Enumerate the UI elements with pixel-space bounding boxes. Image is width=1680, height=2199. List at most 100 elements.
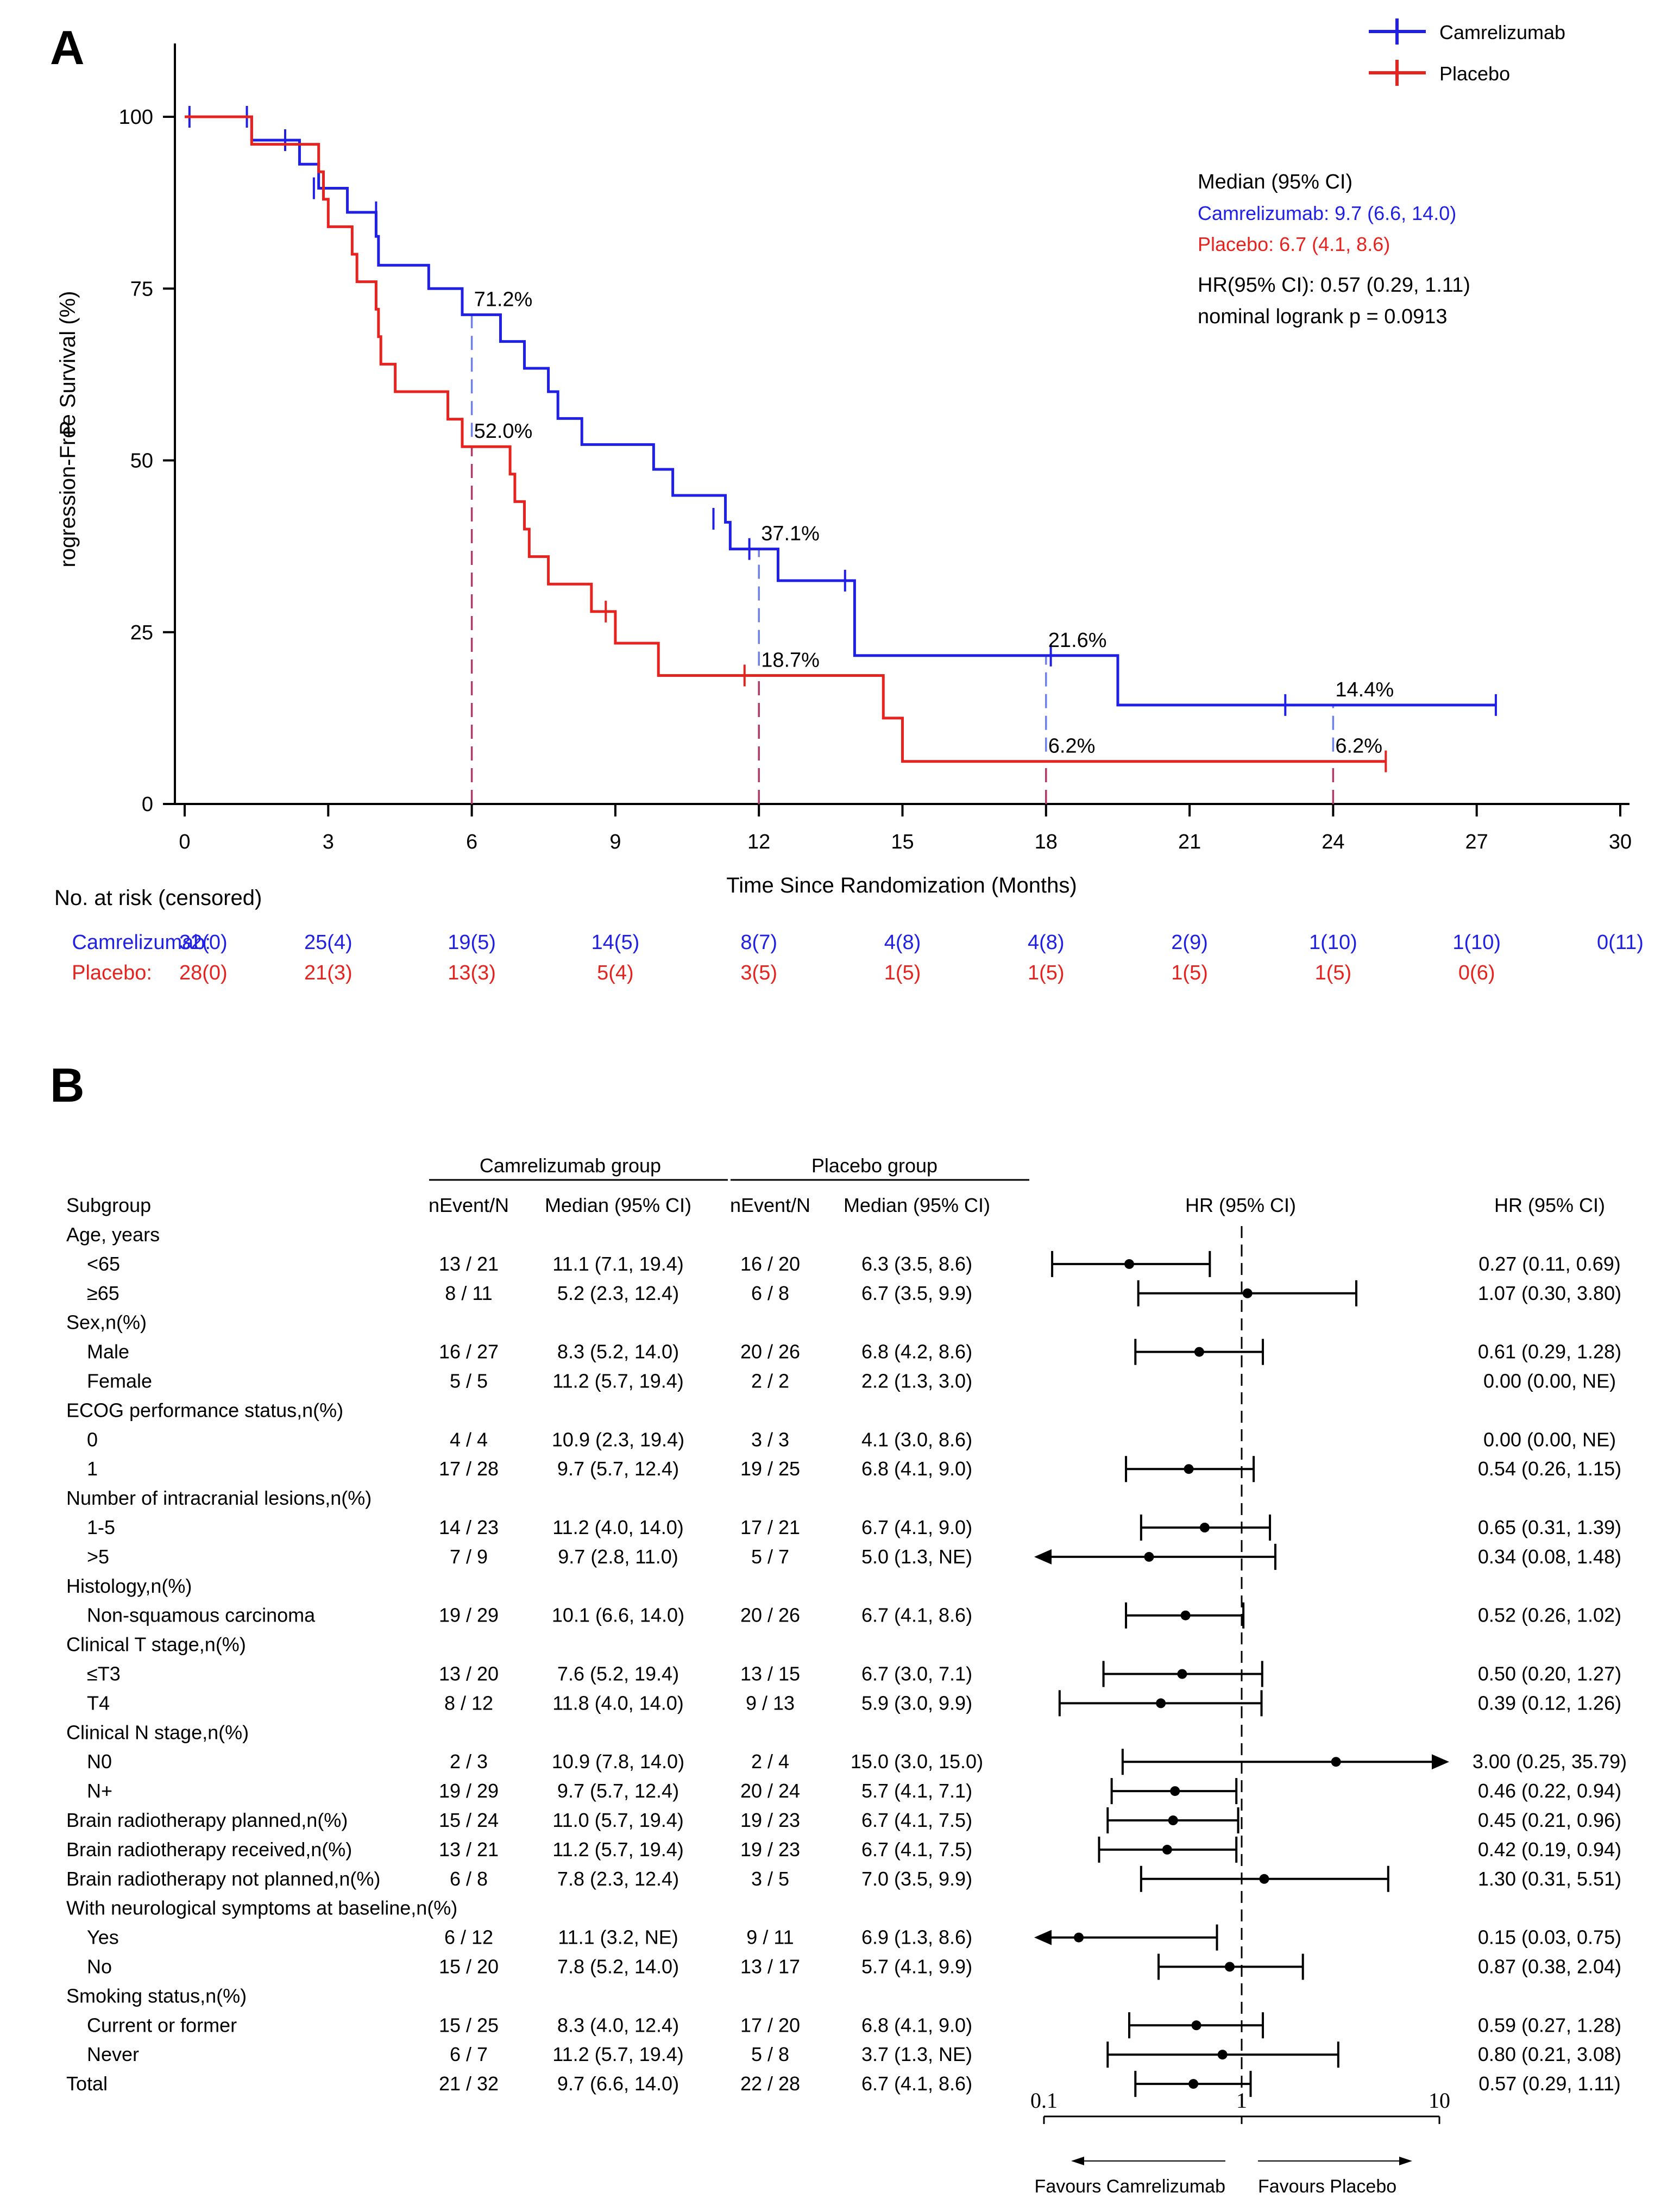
cam-nevent-cell: 19 / 29	[439, 1604, 499, 1626]
hr-point	[1194, 1347, 1204, 1357]
km-x-tick-label: 18	[1035, 831, 1058, 853]
forest-x-tick-label: 10	[1429, 2088, 1450, 2113]
pla-median-cell: 6.7 (3.5, 9.9)	[861, 1282, 972, 1304]
legend-placebo: Placebo	[1369, 60, 1510, 86]
km-x-tick-label: 21	[1178, 831, 1201, 853]
landmark-label-placebo: 6.2%	[1048, 735, 1096, 758]
col-cam-nevent: nEvent/N	[429, 1194, 509, 1216]
cam-nevent-cell: 15 / 25	[439, 2014, 499, 2036]
subgroup-label: ≤T3	[87, 1663, 121, 1685]
forest-rows: Age, years<65 13 / 21 11.1 (7.1, 19.4) 16 /…	[66, 1223, 1627, 2095]
cam-nevent-cell: 2 / 3	[450, 1750, 488, 1773]
km-x-tick-label: 30	[1609, 831, 1632, 853]
favours-camrelizumab-label: Favours Camrelizumab	[1035, 2176, 1225, 2197]
cam-median-cell: 8.3 (4.0, 12.4)	[557, 2014, 679, 2036]
logrank-p-text: nominal logrank p = 0.0913	[1198, 305, 1448, 328]
subgroup-label: <65	[87, 1253, 120, 1275]
at-risk-value-camrelizumab: 8(7)	[740, 931, 777, 954]
km-y-tick-label: 0	[142, 793, 153, 816]
cam-nevent-cell: 15 / 20	[439, 1956, 499, 1978]
hr-point	[1217, 2050, 1228, 2060]
hr-point	[1199, 1523, 1210, 1532]
subgroup-header: ECOG performance status,n(%)	[66, 1399, 343, 1421]
km-x-tick-label: 0	[179, 831, 190, 853]
cam-nevent-cell: 13 / 21	[439, 1838, 499, 1861]
hr-text-cell: 0.87 (0.38, 2.04)	[1478, 1956, 1621, 1978]
hr-point	[1184, 1464, 1194, 1474]
cam-median-cell: 9.7 (2.8, 11.0)	[558, 1545, 678, 1568]
col-hr-text: HR (95% CI)	[1494, 1194, 1605, 1216]
km-y-tick-label: 25	[130, 621, 153, 644]
cam-median-cell: 11.2 (5.7, 19.4)	[552, 1370, 684, 1392]
hazard-ratio-text: HR(95% CI): 0.57 (0.29, 1.11)	[1198, 274, 1470, 297]
favours-right-arrowhead	[1399, 2157, 1412, 2165]
at-risk-value-placebo: 1(5)	[884, 962, 921, 984]
hr-text-cell: 0.61 (0.29, 1.28)	[1478, 1341, 1621, 1363]
pla-median-cell: 6.7 (4.1, 8.6)	[861, 2072, 972, 2095]
cam-median-cell: 10.9 (7.8, 14.0)	[552, 1750, 684, 1773]
forest-x-tick-label: 1	[1236, 2088, 1247, 2113]
pla-nevent-cell: 13 / 15	[740, 1663, 800, 1685]
hr-text-cell: 0.15 (0.03, 0.75)	[1478, 1926, 1621, 1949]
cam-nevent-cell: 13 / 21	[439, 1253, 499, 1275]
hr-point	[1177, 1669, 1187, 1679]
landmark-label-camrelizumab: 14.4%	[1335, 678, 1394, 701]
pla-nevent-cell: 5 / 8	[751, 2043, 789, 2065]
cam-median-cell: 11.2 (5.7, 19.4)	[552, 2043, 684, 2065]
subgroup-label: Brain radiotherapy planned,n(%)	[66, 1809, 348, 1831]
km-x-tick-label: 27	[1465, 831, 1488, 853]
cam-nevent-cell: 13 / 20	[439, 1663, 499, 1685]
km-y-tick-label: 100	[119, 106, 153, 129]
km-y-tick-label: 75	[130, 278, 153, 300]
cam-median-cell: 9.7 (5.7, 12.4)	[557, 1457, 679, 1480]
at-risk-value-placebo: 13(3)	[448, 962, 496, 984]
hr-point	[1259, 1874, 1269, 1884]
pla-nevent-cell: 2 / 4	[751, 1750, 789, 1773]
cam-median-cell: 11.2 (4.0, 14.0)	[552, 1516, 684, 1538]
at-risk-value-camrelizumab: 1(10)	[1309, 931, 1357, 954]
at-risk-placebo-label: Placebo:	[72, 962, 152, 984]
median-title: Median (95% CI)	[1198, 171, 1352, 193]
subgroup-label: Brain radiotherapy received,n(%)	[66, 1838, 352, 1861]
km-x-ticks: 0 3 6 9 12 15 18 21 24 27 30	[179, 804, 1632, 853]
pla-median-cell: 3.7 (1.3, NE)	[861, 2043, 972, 2065]
landmark-label-placebo: 6.2%	[1335, 735, 1382, 758]
at-risk-value-placebo: 3(5)	[740, 962, 777, 984]
hr-text-cell: 0.00 (0.00, NE)	[1483, 1370, 1616, 1392]
cam-nevent-cell: 6 / 7	[450, 2043, 488, 2065]
favours-placebo-label: Favours Placebo	[1258, 2176, 1396, 2197]
cam-nevent-cell: 6 / 8	[450, 1868, 488, 1890]
ci-arrow-left	[1034, 1930, 1052, 1945]
pla-nevent-cell: 19 / 23	[740, 1838, 800, 1861]
cam-median-cell: 11.1 (3.2, NE)	[558, 1926, 678, 1949]
cam-nevent-cell: 17 / 28	[439, 1457, 499, 1480]
hr-point	[1180, 1610, 1191, 1620]
pla-median-cell: 6.7 (3.0, 7.1)	[861, 1663, 972, 1685]
subgroup-header: Number of intracranial lesions,n(%)	[66, 1487, 372, 1509]
km-landmark-lines	[470, 315, 1335, 804]
forest-plot: 0.1 1 10 Favours Camrelizumab Favours Placeb…	[1030, 1226, 1450, 2197]
pla-nevent-cell: 3 / 5	[751, 1868, 789, 1890]
hr-text-cell: 0.57 (0.29, 1.11)	[1478, 2072, 1621, 2095]
pla-median-cell: 6.8 (4.1, 9.0)	[861, 2014, 972, 2036]
camrelizumab-group-header: Camrelizumab group	[480, 1154, 661, 1177]
hr-text-cell: 0.34 (0.08, 1.48)	[1478, 1545, 1621, 1568]
legend-placebo-label: Placebo	[1439, 62, 1510, 85]
placebo-group-header: Placebo group	[811, 1154, 937, 1177]
subgroup-label: 1-5	[87, 1516, 115, 1538]
pla-median-cell: 6.7 (4.1, 7.5)	[861, 1809, 972, 1831]
pla-median-cell: 15.0 (3.0, 15.0)	[851, 1750, 983, 1773]
hr-point	[1242, 1288, 1253, 1298]
km-y-ticks: 0 25 50 75 100	[119, 106, 175, 816]
km-y-axis-label: Progression-Free Survival (%)	[56, 291, 80, 567]
at-risk-value-camrelizumab: 19(5)	[448, 931, 496, 954]
cam-median-cell: 11.1 (7.1, 19.4)	[552, 1253, 684, 1275]
hr-text-cell: 0.00 (0.00, NE)	[1483, 1428, 1616, 1450]
km-x-tick-label: 9	[609, 831, 621, 853]
pla-nevent-cell: 20 / 26	[740, 1341, 800, 1363]
at-risk-camrelizumab-label: Camrelizumab:	[72, 931, 211, 954]
hr-point	[1162, 1844, 1172, 1855]
pla-nevent-cell: 16 / 20	[740, 1253, 800, 1275]
legend-camrelizumab: Camrelizumab	[1369, 18, 1565, 45]
